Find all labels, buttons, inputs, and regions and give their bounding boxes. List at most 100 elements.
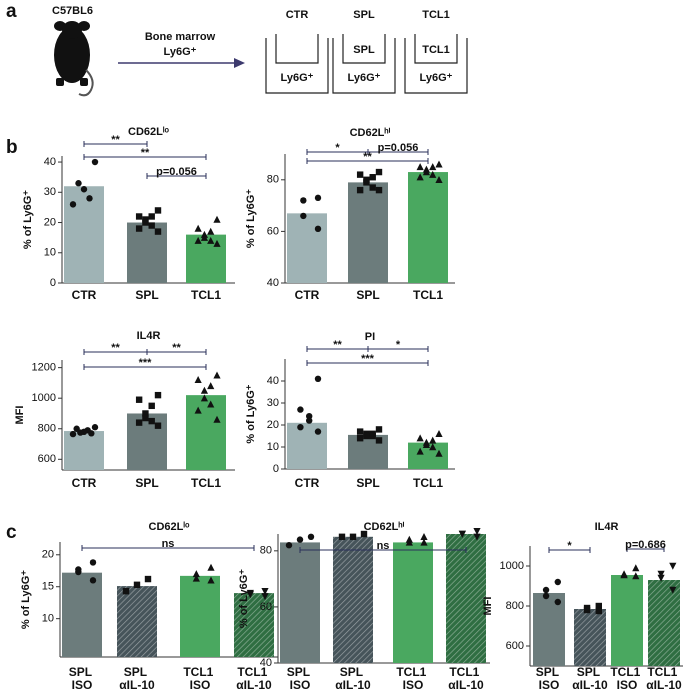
insert [342,34,386,64]
y-axis-label: MFI [14,406,26,425]
data-point [369,174,376,181]
y-axis-label: % of Ly6G⁺ [22,190,34,249]
x-tick-label: SPL αIL-10 [335,665,371,692]
chart: 10 15 20 CD62Lˡᵒ % of Ly6G⁺ SPL ISO SPL αIL-10… [20,521,278,692]
data-point [148,213,155,220]
data-point [375,168,383,176]
significance-label: ** [333,339,342,351]
data-point [300,197,307,204]
y-axis-label: % of Ly6G⁺ [245,189,257,248]
data-point [595,607,602,615]
significance-label: ns [377,540,390,552]
data-point [91,424,99,431]
data-point [360,530,368,538]
x-tick-label: CTR [72,476,97,490]
chart: 40 60 80 CD62Lʰⁱ % of Ly6G⁺ SPL ISO SPL αIL-10… [238,520,490,692]
data-point [89,577,97,584]
data-point [86,195,93,202]
well-header: CTR [286,9,309,21]
well-header: TCL1 [422,9,450,21]
data-point [542,586,550,594]
data-point [657,570,665,578]
data-point [296,536,304,543]
bar [186,234,226,283]
x-tick-label: SPL [356,288,379,302]
data-point [122,587,130,595]
x-tick-label: SPL [135,476,158,490]
bar-hatch [648,580,680,666]
bar [180,575,220,657]
data-point [194,224,202,232]
data-point [194,376,202,384]
arrow-head [234,58,245,68]
data-point [154,228,162,235]
data-point [669,586,677,594]
bar-hatch [446,534,486,663]
data-point [435,430,443,437]
chart-title: CD62Lʰⁱ [364,520,405,533]
bar-hatch [574,609,606,666]
data-point [657,574,665,582]
chart-title: IL4R [137,330,161,342]
x-tick-label: SPL αIL-10 [119,665,155,692]
data-point [435,176,443,183]
well [404,38,468,94]
data-point [80,186,88,193]
data-point [300,212,307,220]
data-point [142,219,149,226]
bar-hatch [234,593,274,657]
bar [533,593,565,666]
data-point [458,530,466,538]
y-tick-label: 40 [267,277,279,289]
y-tick-label: 1000 [500,560,524,572]
data-point [200,394,209,402]
data-point [69,430,77,438]
x-tick-label: TCL1 αIL-10 [448,665,484,692]
data-point [148,402,155,410]
well [332,38,396,94]
significance-label: * [335,142,340,154]
bar [287,422,327,469]
x-tick-label: TCL1 [413,288,443,302]
data-point [207,236,215,244]
data-point [89,559,97,566]
x-tick-label: TCL1 αIL-10 [236,665,272,692]
data-point [207,382,215,390]
data-point [632,564,640,572]
x-tick-label: SPL ISO [287,665,313,692]
y-axis-label: % of Ly6G⁺ [20,570,32,629]
data-point [75,180,82,187]
bar [127,413,167,470]
data-point [213,415,221,423]
chart-title: CD62Lˡᵒ [149,521,190,533]
y-tick-label: 1200 [32,362,56,374]
data-point [133,581,141,589]
x-tick-label: CTR [72,288,97,302]
bar [611,575,643,666]
x-tick-label: TCL1 ISO [183,665,216,692]
y-tick-label: 10 [42,613,54,625]
chart-title: CD62Lˡᵒ [128,126,169,138]
y-tick-label: 15 [42,581,54,593]
bar [287,213,327,283]
data-point [246,591,254,599]
y-tick-label: 30 [267,397,279,409]
chart-title: PI [365,331,375,343]
y-tick-label: 1000 [32,392,56,404]
y-tick-label: 20 [42,549,54,561]
data-point [416,434,424,442]
data-point [135,225,143,232]
data-point [261,587,269,595]
data-point [429,163,437,171]
y-axis-label: MFI [482,597,494,616]
y-tick-label: 800 [506,600,524,612]
data-point [314,225,322,233]
significance-label: * [567,540,572,552]
data-point [620,571,628,579]
y-tick-label: 60 [267,225,279,237]
data-point [669,562,677,570]
y-tick-label: 10 [267,441,279,453]
bar [64,186,104,283]
data-point [297,406,304,413]
